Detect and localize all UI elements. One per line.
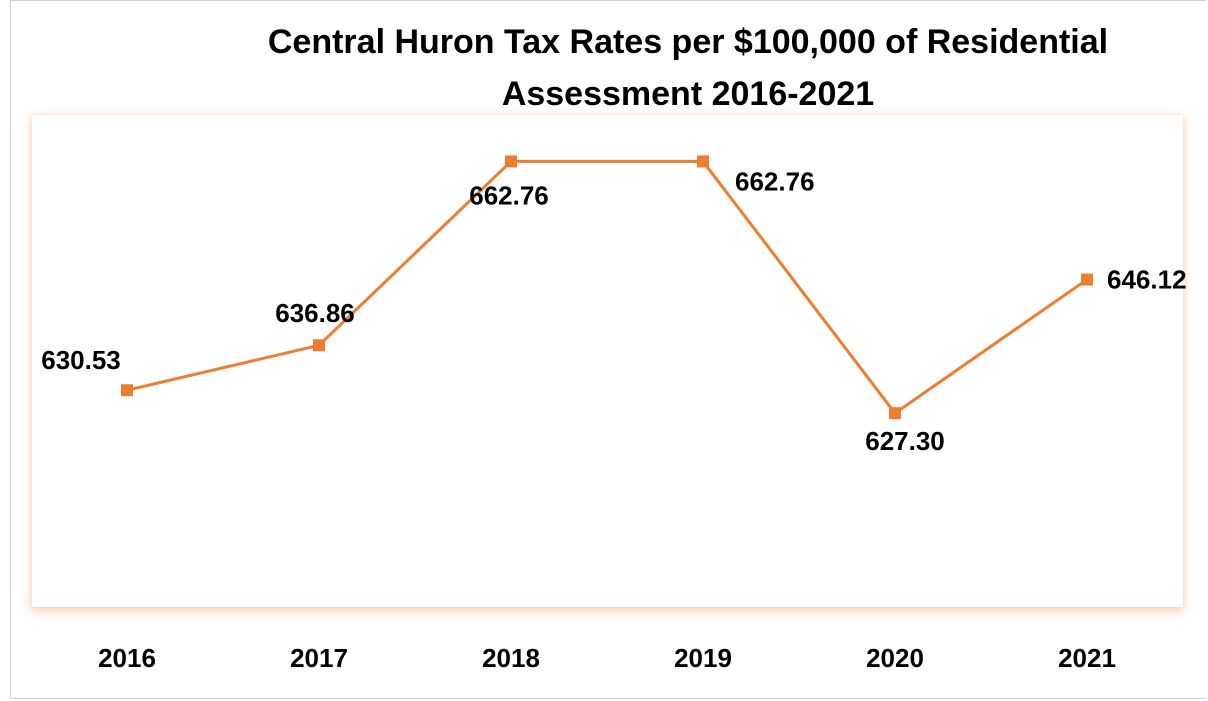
- line: [126, 159, 1088, 415]
- marker: [1081, 273, 1093, 286]
- data-label: 636.86: [275, 298, 355, 328]
- data-label: 630.53: [41, 345, 121, 375]
- x-tick-label: 2018: [482, 643, 540, 673]
- data-label: 662.76: [735, 166, 815, 196]
- data-label: 646.12: [1107, 264, 1187, 294]
- marker: [121, 384, 133, 397]
- x-tick-label: 2016: [98, 643, 156, 673]
- marker: [505, 155, 517, 168]
- data-label: 662.76: [469, 180, 549, 210]
- x-tick-label: 2017: [290, 643, 348, 673]
- marker: [889, 407, 901, 420]
- chart-border: [10, 0, 1206, 699]
- marker: [313, 339, 325, 352]
- chart-title: Central Huron Tax Rates per $100,000 of …: [267, 23, 1109, 113]
- data-label: 627.30: [865, 426, 945, 456]
- marker: [697, 155, 709, 168]
- plot-area: [32, 115, 1183, 607]
- x-tick-label: 2019: [674, 643, 732, 673]
- x-tick-label: 2021: [1058, 643, 1116, 673]
- x-tick-label: 2020: [866, 643, 924, 673]
